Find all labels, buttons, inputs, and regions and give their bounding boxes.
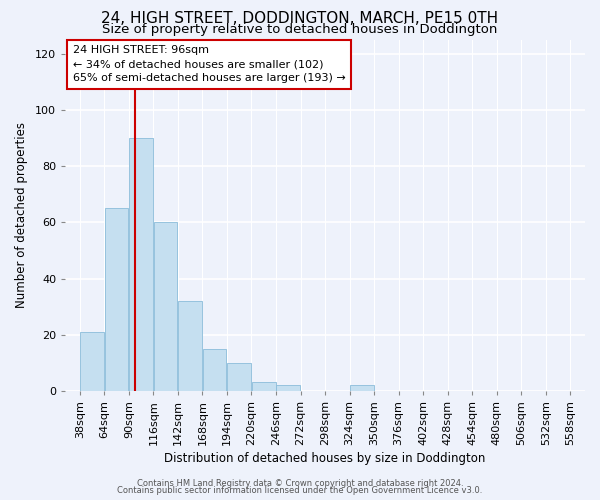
Text: 24 HIGH STREET: 96sqm
← 34% of detached houses are smaller (102)
65% of semi-det: 24 HIGH STREET: 96sqm ← 34% of detached … xyxy=(73,46,346,84)
Bar xyxy=(252,382,275,391)
Bar xyxy=(105,208,128,391)
Bar xyxy=(178,301,202,391)
Bar xyxy=(154,222,178,391)
Bar xyxy=(277,386,300,391)
Bar xyxy=(227,363,251,391)
Text: Size of property relative to detached houses in Doddington: Size of property relative to detached ho… xyxy=(103,22,497,36)
Text: Contains HM Land Registry data © Crown copyright and database right 2024.: Contains HM Land Registry data © Crown c… xyxy=(137,478,463,488)
Bar xyxy=(80,332,104,391)
Bar xyxy=(350,386,374,391)
Bar xyxy=(203,349,226,391)
Text: 24, HIGH STREET, DODDINGTON, MARCH, PE15 0TH: 24, HIGH STREET, DODDINGTON, MARCH, PE15… xyxy=(101,11,499,26)
Text: Contains public sector information licensed under the Open Government Licence v3: Contains public sector information licen… xyxy=(118,486,482,495)
X-axis label: Distribution of detached houses by size in Doddington: Distribution of detached houses by size … xyxy=(164,452,486,465)
Y-axis label: Number of detached properties: Number of detached properties xyxy=(15,122,28,308)
Bar xyxy=(130,138,153,391)
